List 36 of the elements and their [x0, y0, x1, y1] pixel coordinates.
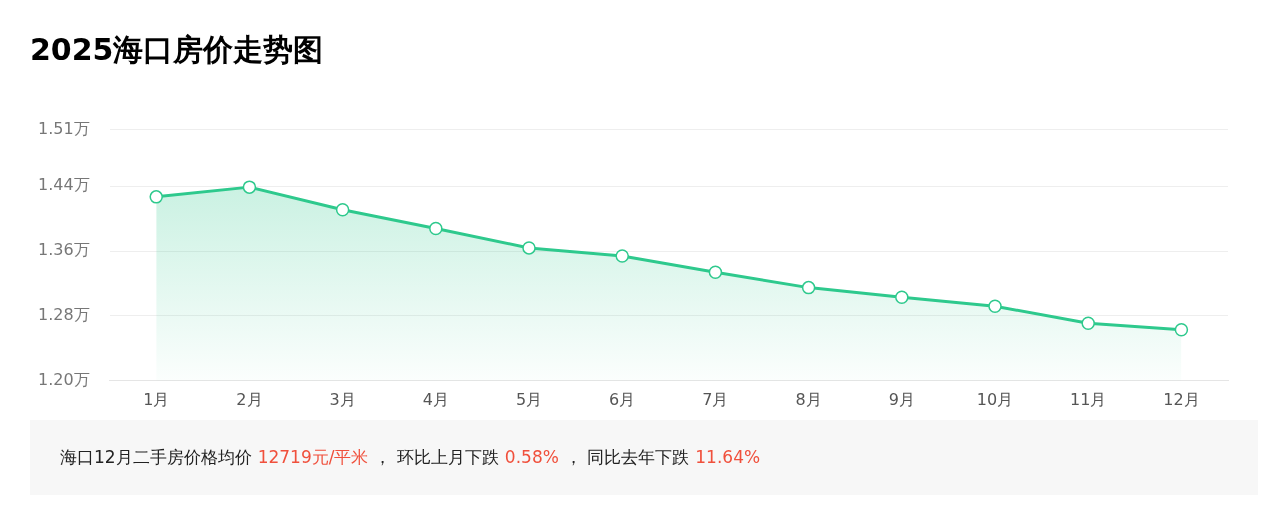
x-tick-label: 4月	[422, 389, 449, 409]
point	[895, 290, 909, 305]
point	[708, 265, 723, 279]
x-tick-label: 1月	[143, 389, 170, 409]
x-tick-label: 5月	[515, 389, 543, 409]
y-tick-label: 1.51万	[38, 118, 90, 138]
x-tick-label: 12月	[1163, 389, 1200, 409]
point	[988, 299, 1002, 313]
x-tick-label: 3月	[329, 389, 356, 409]
x-tick-label: 2月	[236, 389, 263, 409]
point	[522, 241, 536, 255]
x-tick-label: 7月	[702, 389, 729, 409]
point	[1081, 316, 1095, 331]
point	[149, 190, 163, 204]
y-tick-label: 1.44万	[38, 175, 90, 195]
text: 0.58%	[504, 447, 559, 467]
y-tick-label: 1.20万	[38, 369, 90, 389]
text: 11.64%	[695, 447, 761, 467]
text: ， 同比去年下跌	[564, 447, 690, 467]
point	[1174, 323, 1189, 337]
text: ， 环比上月下跌	[374, 447, 499, 467]
x-tick-label: 11月	[1070, 389, 1107, 409]
text: 海口12月二手房价格均价	[60, 447, 252, 467]
point	[615, 249, 629, 263]
x-tick-label: 9月	[888, 389, 915, 409]
y-tick-label: 1.28万	[38, 305, 90, 325]
point	[242, 180, 257, 194]
text: 12719元/平米	[257, 447, 369, 467]
point	[801, 280, 816, 295]
chart-title: 2025海口房价走势图	[29, 31, 325, 69]
point	[335, 203, 350, 217]
x-tick-label: 8月	[795, 389, 822, 409]
y-tick-label: 1.36万	[38, 240, 90, 260]
x-tick-label: 6月	[609, 389, 636, 409]
x-tick-label: 10月	[976, 389, 1014, 409]
point	[429, 221, 443, 236]
